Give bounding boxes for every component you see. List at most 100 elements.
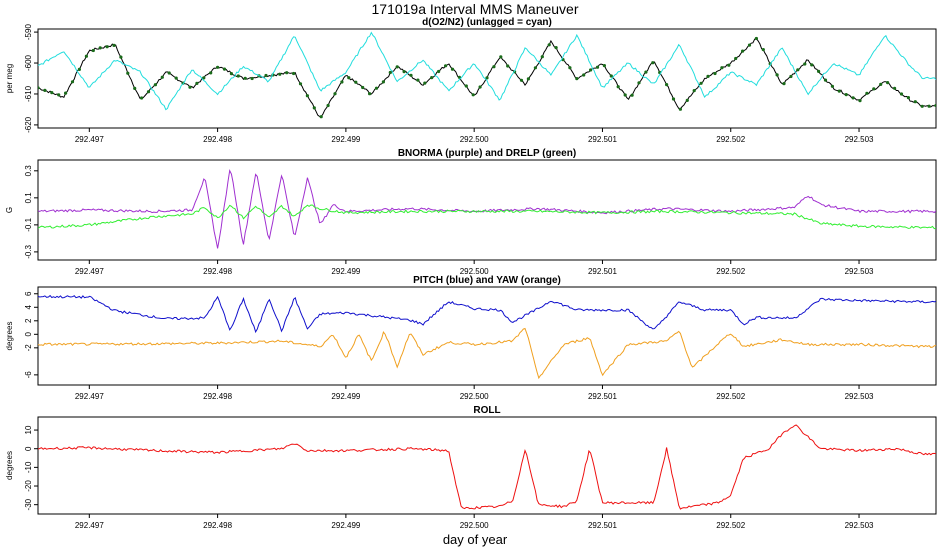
data-point (444, 64, 448, 68)
x-axis-label: day of year (443, 532, 508, 547)
data-point (899, 92, 904, 96)
data-point (844, 93, 848, 97)
x-tick-label: 292.497 (75, 267, 104, 276)
data-point (720, 66, 724, 70)
x-tick-label: 292.503 (845, 267, 874, 276)
y-tick-label: 0 (24, 446, 33, 451)
data-point (84, 54, 88, 58)
data-point (278, 72, 282, 76)
series-line-unlagged (38, 31, 936, 111)
data-point (858, 99, 862, 103)
x-tick-label: 292.502 (716, 135, 745, 144)
data-point (57, 93, 61, 97)
y-tick-label: -0.3 (24, 244, 33, 258)
data-point (243, 76, 247, 80)
data-point (872, 87, 876, 91)
data-point (547, 43, 551, 47)
panel-title: PITCH (blue) and YAW (orange) (413, 275, 561, 286)
data-point (761, 48, 765, 52)
y-axis-label: degrees (5, 451, 14, 480)
y-tick-label: 0.3 (24, 165, 33, 177)
y-tick-label: -620 (24, 116, 33, 133)
data-point (623, 93, 627, 97)
x-tick-label: 292.498 (203, 267, 232, 276)
data-point (70, 80, 75, 84)
data-point (50, 91, 54, 95)
data-point (803, 62, 807, 66)
data-point (575, 77, 579, 81)
data-point (77, 67, 81, 71)
x-tick-label: 292.499 (331, 267, 360, 276)
data-point (609, 74, 613, 78)
data-point (250, 76, 254, 81)
data-point (347, 76, 351, 80)
data-point (637, 81, 641, 85)
chart-panel-1: d(O2/N2) (unlagged = cyan) -590 -600 -610 -6… (5, 17, 937, 144)
data-point (91, 48, 95, 53)
data-point (837, 89, 841, 93)
y-axis-label: G (5, 207, 14, 213)
data-point (699, 81, 703, 85)
data-point (651, 61, 655, 65)
x-tick-label: 292.501 (588, 392, 617, 401)
data-point (450, 67, 455, 71)
panel-title: ROLL (473, 405, 500, 416)
data-point (492, 65, 496, 69)
panels: d(O2/N2) (unlagged = cyan)-590-600-610-6… (5, 17, 937, 530)
data-point (741, 49, 745, 53)
x-tick-label: 292.503 (845, 392, 874, 401)
x-tick-label: 292.502 (716, 267, 745, 276)
data-point (423, 81, 427, 85)
y-tick-label: -20 (24, 480, 33, 492)
data-point (602, 64, 607, 68)
data-point (202, 76, 206, 80)
data-point (298, 82, 303, 86)
plot-frame (37, 28, 937, 129)
data-point (105, 45, 109, 49)
data-point (478, 85, 482, 89)
data-point (133, 86, 137, 90)
data-point (402, 70, 406, 74)
data-point (734, 56, 738, 61)
data-point (506, 64, 510, 68)
data-point (485, 76, 489, 80)
x-tick-label: 292.499 (331, 521, 360, 530)
figure-title: 171019a Interval MMS Maneuver (372, 1, 579, 17)
data-point (305, 94, 309, 98)
data-point (395, 65, 399, 69)
data-point (754, 36, 759, 41)
data-point (554, 46, 558, 50)
data-point (927, 104, 931, 108)
series-line-drelp (38, 204, 936, 230)
data-point (174, 76, 178, 80)
data-point (692, 89, 696, 93)
y-tick-label: 10 (24, 425, 33, 434)
data-point (98, 46, 102, 50)
data-point (589, 68, 593, 72)
data-point (526, 77, 531, 81)
data-point (685, 98, 689, 102)
data-point (934, 103, 936, 108)
x-tick-label: 292.500 (460, 392, 489, 401)
data-point (38, 86, 40, 90)
data-point (43, 88, 47, 92)
data-point (312, 106, 316, 110)
data-point (713, 71, 717, 76)
y-tick-label: 0.1 (24, 192, 33, 204)
data-point (817, 69, 821, 73)
data-point (616, 85, 620, 89)
x-tick-label: 292.497 (75, 521, 104, 530)
y-tick-label: -10 (24, 461, 33, 473)
data-point (727, 63, 731, 67)
data-point (222, 67, 227, 71)
data-point (409, 73, 413, 77)
data-point (361, 85, 365, 90)
data-point (519, 78, 524, 82)
x-tick-label: 292.497 (75, 135, 104, 144)
data-point (471, 93, 475, 97)
data-point (153, 83, 157, 87)
data-point (119, 55, 123, 59)
x-tick-label: 292.499 (331, 135, 360, 144)
data-point (140, 96, 144, 100)
